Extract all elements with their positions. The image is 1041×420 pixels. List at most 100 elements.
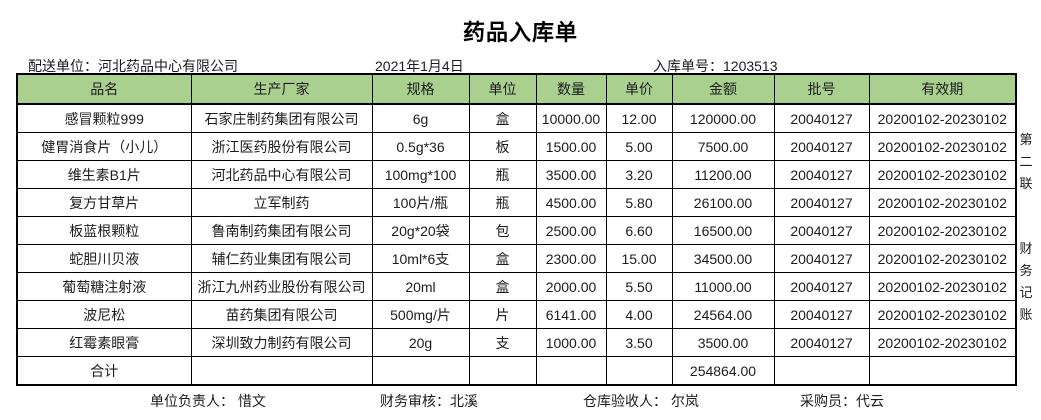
- table-row: 健胃消食片（小儿） 浙江医药股份有限公司 0.5g*36 板 1500.00 5.00 75…: [16, 132, 1017, 161]
- table-cell: 20040127: [773, 188, 870, 217]
- table-cell: 4500.00: [535, 188, 607, 217]
- table-cell: 34500.00: [671, 244, 775, 273]
- table-cell: 3.20: [605, 160, 673, 189]
- table-cell: 20040127: [773, 300, 870, 329]
- table-cell: 石家庄制药集团有限公司: [190, 103, 373, 133]
- table-cell: 蛇胆川贝液: [16, 244, 192, 273]
- table-cell: 20040127: [773, 216, 870, 245]
- table-cell: 26100.00: [671, 188, 775, 217]
- table-cell: 20200102-20230102: [868, 188, 1017, 217]
- table-cell: 20040127: [773, 272, 870, 301]
- total-row: 合计 254864.00: [16, 356, 1017, 386]
- table-cell: 20040127: [773, 160, 870, 189]
- table-cell: 深圳致力制药有限公司: [190, 328, 373, 357]
- table-cell: 支: [468, 328, 537, 357]
- column-header: 单价: [605, 73, 673, 105]
- table-cell: 20ml: [371, 272, 470, 301]
- table-cell: 包: [468, 216, 537, 245]
- column-header: 单位: [468, 73, 537, 105]
- table-row: 复方甘草片 立军制药 100片/瓶瓶 4500.00 5.80 26100.00 20040…: [16, 188, 1017, 217]
- table-cell: 合计: [16, 356, 192, 386]
- table-cell: [371, 356, 470, 386]
- table-cell: 立军制药: [190, 188, 373, 217]
- table-cell: 健胃消食片（小儿）: [16, 132, 192, 161]
- table-cell: 3500.00: [535, 160, 607, 189]
- table-cell: 20200102-20230102: [868, 132, 1017, 161]
- table-cell: [535, 356, 607, 386]
- column-header: 数量: [535, 73, 607, 105]
- table-cell: 20040127: [773, 244, 870, 273]
- table-row: 板蓝根颗粒 鲁南制药集团有限公司 20g*20袋包 2500.00 6.60 16500.…: [16, 216, 1017, 245]
- table-cell: 盒: [468, 272, 537, 301]
- table-cell: 20200102-20230102: [868, 272, 1017, 301]
- table-cell: 16500.00: [671, 216, 775, 245]
- table-cell: 鲁南制药集团有限公司: [190, 216, 373, 245]
- column-header: 批号: [773, 73, 870, 105]
- table-cell: 20200102-20230102: [868, 160, 1017, 189]
- table-cell: 20200102-20230102: [868, 216, 1017, 245]
- table-cell: 片: [468, 300, 537, 329]
- table-row: 波尼松 苗药集团有限公司 500mg/片片 6141.00 4.00 24564.00 20…: [16, 300, 1017, 329]
- table-cell: 20200102-20230102: [868, 103, 1017, 133]
- table-row: 蛇胆川贝液 辅仁药业集团有限公司 10ml*6支盒 2300.00 15.00 34500…: [16, 244, 1017, 273]
- table-cell: 1500.00: [535, 132, 607, 161]
- table-cell: 11200.00: [671, 160, 775, 189]
- table-cell: 24564.00: [671, 300, 775, 329]
- table-cell: 苗药集团有限公司: [190, 300, 373, 329]
- date-label: 2021年1月4日: [375, 58, 464, 74]
- table-row: 红霉素眼膏 深圳致力制药有限公司 20g 支 1000.00 3.50 3500.00 200…: [16, 328, 1017, 357]
- table-cell: 2300.00: [535, 244, 607, 273]
- table-cell: 120000.00: [671, 103, 775, 133]
- table-cell: 10ml*6支: [371, 244, 470, 273]
- table-cell: 辅仁药业集团有限公司: [190, 244, 373, 273]
- copy-purpose-vertical-label: 财务记账: [1019, 241, 1033, 322]
- inbound-items-table: 品名 生产厂家 规格 单位 数量 单价 金额 批号 有效期 感冒颗粒999 石家庄制药集团有限公司…: [16, 73, 1017, 386]
- table-cell: 浙江医药股份有限公司: [190, 132, 373, 161]
- table-cell: 5.50: [605, 272, 673, 301]
- table-cell: 6141.00: [535, 300, 607, 329]
- table-cell: 瓶: [468, 160, 537, 189]
- table-cell: 20g: [371, 328, 470, 357]
- table-cell: 盒: [468, 244, 537, 273]
- table-cell: 盒: [468, 103, 537, 133]
- table-cell: 红霉素眼膏: [16, 328, 192, 357]
- table-cell: 254864.00: [671, 356, 775, 386]
- table-cell: 4.00: [605, 300, 673, 329]
- table-cell: 10000.00: [535, 103, 607, 133]
- warehouse-acceptor-label: 仓库验收人： 尔岚: [583, 393, 699, 409]
- table-cell: 3500.00: [671, 328, 775, 357]
- table-cell: [868, 356, 1017, 386]
- table-cell: 100片/瓶: [371, 188, 470, 217]
- table-cell: 板蓝根颗粒: [16, 216, 192, 245]
- table-cell: 3.50: [605, 328, 673, 357]
- table-cell: 5.80: [605, 188, 673, 217]
- unit-responsible-label: 单位负责人： 惜文: [150, 393, 266, 409]
- column-header: 品名: [16, 73, 192, 105]
- table-row: 维生素B1片 河北药品中心有限公司 100mg*100 瓶 3500.00 3.20 112…: [16, 160, 1017, 189]
- table-body: 感冒颗粒999 石家庄制药集团有限公司 6g 盒 10000.00 12.00 120000…: [16, 103, 1017, 386]
- column-header: 金额: [671, 73, 775, 105]
- table-cell: 20040127: [773, 132, 870, 161]
- page-title: 药品入库单: [462, 20, 578, 45]
- table-cell: 感冒颗粒999: [16, 103, 192, 133]
- header-row: 品名 生产厂家 规格 单位 数量 单价 金额 批号 有效期: [16, 73, 1017, 105]
- table-cell: 2000.00: [535, 272, 607, 301]
- table-cell: 0.5g*36: [371, 132, 470, 161]
- signature-row: 单位负责人： 惜文 财务审核：北溪 仓库验收人： 尔岚 采购员：代云: [0, 391, 1041, 409]
- table-cell: 15.00: [605, 244, 673, 273]
- table-cell: 瓶: [468, 188, 537, 217]
- table-cell: [605, 356, 673, 386]
- table-cell: [773, 356, 870, 386]
- table-cell: 100mg*100: [371, 160, 470, 189]
- table-row: 葡萄糖注射液 浙江九州药业股份有限公司 20ml 盒 2000.00 5.50 11000.…: [16, 272, 1017, 301]
- table-cell: 浙江九州药业股份有限公司: [190, 272, 373, 301]
- table-cell: 河北药品中心有限公司: [190, 160, 373, 189]
- table-cell: 6g: [371, 103, 470, 133]
- table-cell: 7500.00: [671, 132, 775, 161]
- table-cell: 2500.00: [535, 216, 607, 245]
- table-cell: 500mg/片: [371, 300, 470, 329]
- table-cell: 20200102-20230102: [868, 300, 1017, 329]
- table-cell: 1000.00: [535, 328, 607, 357]
- supplier-label: 配送单位：河北药品中心有限公司: [28, 58, 238, 74]
